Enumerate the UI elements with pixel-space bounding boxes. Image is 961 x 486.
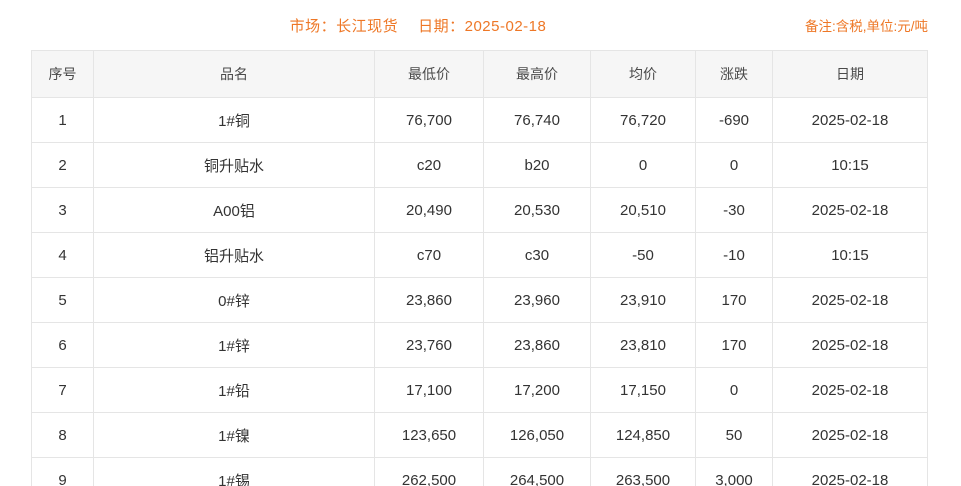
table-header-row: 序号 品名 最低价 最高价 均价 涨跌 日期 [31,50,928,98]
table-row: 2 铜升贴水 c20 b20 0 0 10:15 [31,142,928,188]
cell-low: 76,700 [374,97,484,143]
cell-product: 1#铜 [93,97,375,143]
table-row: 1 1#铜 76,700 76,740 76,720 -690 2025-02-… [31,97,928,143]
col-header-index: 序号 [31,50,94,98]
cell-high: c30 [483,232,591,278]
cell-change: -690 [695,97,773,143]
cell-index: 4 [31,232,94,278]
cell-change: -30 [695,187,773,233]
cell-avg: 0 [590,142,696,188]
market-date-title: 市场：长江现货 日期：2025-02-18 [31,15,805,36]
cell-high: 17,200 [483,367,591,413]
cell-avg: 20,510 [590,187,696,233]
cell-low: 123,650 [374,412,484,458]
cell-product: 1#锡 [93,457,375,486]
cell-date: 10:15 [772,232,928,278]
page-header: 市场：长江现货 日期：2025-02-18 备注:含税,单位:元/吨 [0,0,961,50]
cell-avg: 124,850 [590,412,696,458]
cell-low: 17,100 [374,367,484,413]
cell-avg: 23,810 [590,322,696,368]
table-row: 9 1#锡 262,500 264,500 263,500 3,000 2025… [31,457,928,486]
cell-change: -10 [695,232,773,278]
cell-avg: -50 [590,232,696,278]
cell-product: 1#镍 [93,412,375,458]
cell-index: 8 [31,412,94,458]
cell-low: c20 [374,142,484,188]
note-label: 备注:含税,单位:元/吨 [804,19,928,34]
cell-index: 1 [31,97,94,143]
cell-change: 170 [695,277,773,323]
cell-avg: 263,500 [590,457,696,486]
cell-change: 170 [695,322,773,368]
cell-index: 9 [31,457,94,486]
cell-high: 20,530 [483,187,591,233]
cell-high: 23,860 [483,322,591,368]
cell-change: 0 [695,142,773,188]
cell-date: 2025-02-18 [772,367,928,413]
table-row: 5 0#锌 23,860 23,960 23,910 170 2025-02-1… [31,277,928,323]
cell-low: 262,500 [374,457,484,486]
date-label: 日期：2025-02-18 [418,17,547,35]
col-header-high: 最高价 [483,50,591,98]
cell-product: 铝升贴水 [93,232,375,278]
cell-date: 2025-02-18 [772,412,928,458]
cell-date: 2025-02-18 [772,97,928,143]
table-row: 8 1#镍 123,650 126,050 124,850 50 2025-02… [31,412,928,458]
col-header-low: 最低价 [374,50,484,98]
col-header-avg: 均价 [590,50,696,98]
cell-index: 6 [31,322,94,368]
cell-date: 2025-02-18 [772,187,928,233]
cell-change: 50 [695,412,773,458]
cell-index: 3 [31,187,94,233]
cell-change: 0 [695,367,773,413]
table-row: 3 A00铝 20,490 20,530 20,510 -30 2025-02-… [31,187,928,233]
cell-product: 铜升贴水 [93,142,375,188]
cell-avg: 76,720 [590,97,696,143]
cell-product: 1#铅 [93,367,375,413]
cell-low: 23,860 [374,277,484,323]
cell-low: c70 [374,232,484,278]
table-row: 4 铝升贴水 c70 c30 -50 -10 10:15 [31,232,928,278]
cell-index: 5 [31,277,94,323]
cell-high: 76,740 [483,97,591,143]
price-table: 序号 品名 最低价 最高价 均价 涨跌 日期 1 1#铜 76,700 76,7… [31,50,928,486]
cell-high: b20 [483,142,591,188]
cell-index: 7 [31,367,94,413]
cell-change: 3,000 [695,457,773,486]
cell-date: 10:15 [772,142,928,188]
cell-product: 0#锌 [93,277,375,323]
cell-date: 2025-02-18 [772,322,928,368]
cell-avg: 23,910 [590,277,696,323]
cell-low: 23,760 [374,322,484,368]
col-header-date: 日期 [772,50,928,98]
market-label: 市场：长江现货 [289,17,399,35]
table-row: 7 1#铅 17,100 17,200 17,150 0 2025-02-18 [31,367,928,413]
cell-date: 2025-02-18 [772,277,928,323]
cell-index: 2 [31,142,94,188]
cell-avg: 17,150 [590,367,696,413]
cell-high: 126,050 [483,412,591,458]
cell-high: 264,500 [483,457,591,486]
cell-high: 23,960 [483,277,591,323]
col-header-change: 涨跌 [695,50,773,98]
cell-date: 2025-02-18 [772,457,928,486]
cell-product: 1#锌 [93,322,375,368]
cell-product: A00铝 [93,187,375,233]
col-header-product: 品名 [93,50,375,98]
cell-low: 20,490 [374,187,484,233]
table-row: 6 1#锌 23,760 23,860 23,810 170 2025-02-1… [31,322,928,368]
